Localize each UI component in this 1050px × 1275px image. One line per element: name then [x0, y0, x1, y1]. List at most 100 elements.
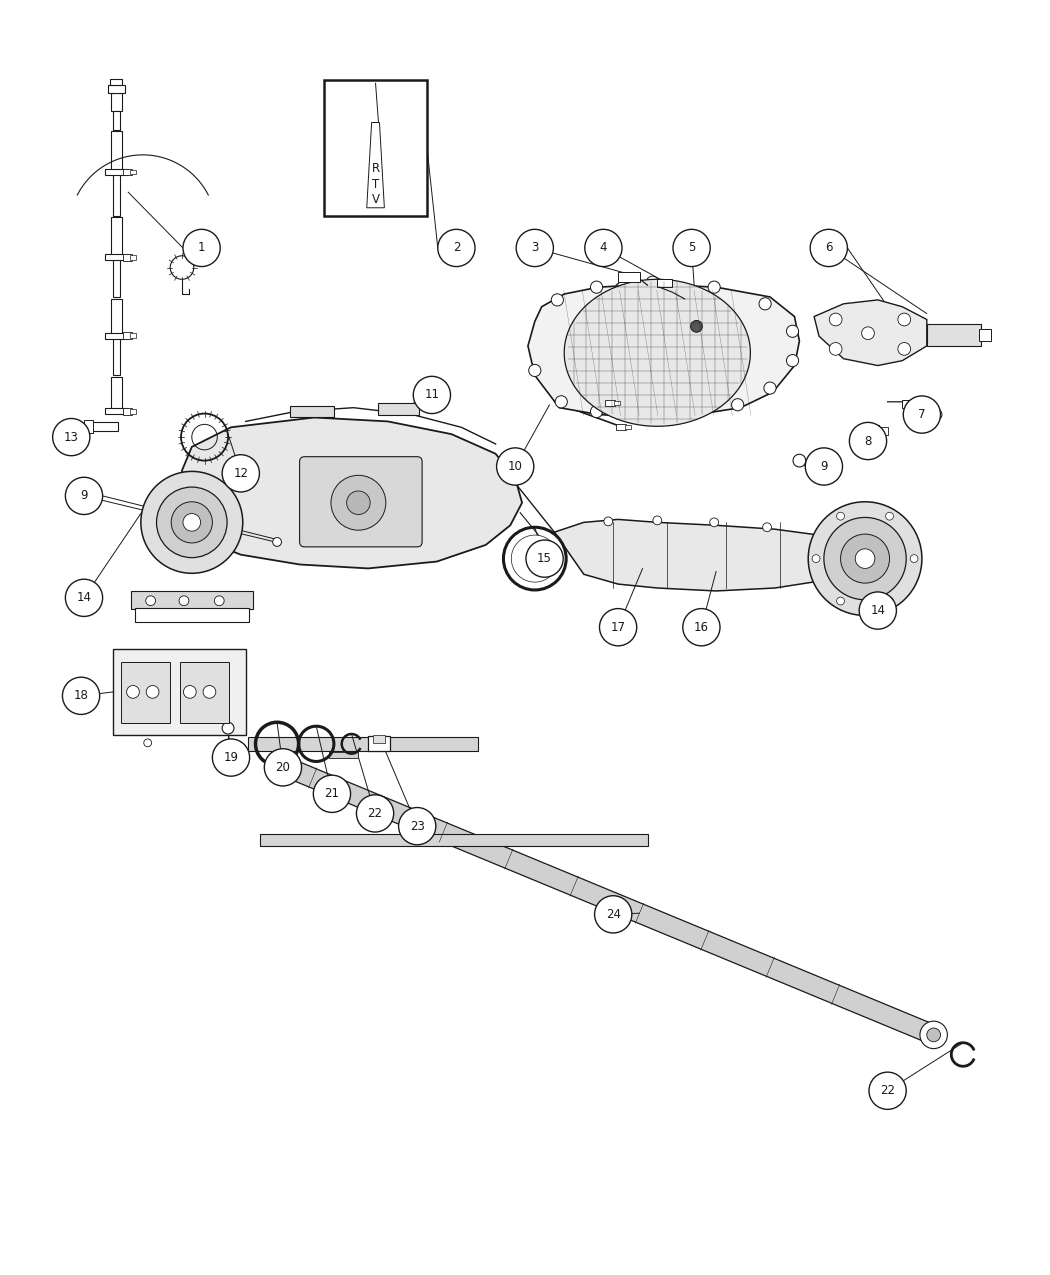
Circle shape: [812, 555, 820, 562]
Text: 5: 5: [688, 241, 695, 255]
Circle shape: [849, 422, 886, 459]
FancyBboxPatch shape: [105, 408, 128, 414]
FancyBboxPatch shape: [113, 338, 120, 375]
FancyBboxPatch shape: [111, 93, 122, 111]
Circle shape: [214, 595, 224, 606]
Circle shape: [223, 722, 234, 734]
Circle shape: [438, 230, 475, 266]
Text: 24: 24: [606, 908, 621, 921]
Text: 13: 13: [64, 431, 79, 444]
Circle shape: [841, 534, 889, 583]
Circle shape: [180, 595, 189, 606]
FancyBboxPatch shape: [260, 834, 648, 845]
Circle shape: [356, 794, 394, 833]
Circle shape: [212, 740, 250, 776]
Text: 17: 17: [611, 621, 626, 634]
Circle shape: [931, 409, 942, 419]
Circle shape: [903, 397, 941, 434]
Text: 9: 9: [820, 460, 827, 473]
FancyBboxPatch shape: [105, 170, 128, 175]
FancyBboxPatch shape: [123, 168, 132, 176]
FancyBboxPatch shape: [657, 279, 672, 287]
Circle shape: [869, 1072, 906, 1109]
Circle shape: [171, 502, 212, 543]
Circle shape: [910, 555, 918, 562]
FancyBboxPatch shape: [378, 403, 419, 414]
FancyBboxPatch shape: [927, 324, 981, 346]
Circle shape: [62, 677, 100, 714]
Circle shape: [653, 516, 662, 525]
FancyBboxPatch shape: [180, 663, 229, 723]
Circle shape: [759, 298, 771, 310]
FancyBboxPatch shape: [861, 426, 879, 437]
Text: 8: 8: [864, 435, 872, 448]
Circle shape: [203, 686, 216, 699]
Polygon shape: [554, 519, 848, 590]
Circle shape: [885, 597, 894, 604]
Polygon shape: [366, 122, 384, 208]
FancyBboxPatch shape: [324, 80, 427, 215]
FancyBboxPatch shape: [121, 663, 170, 723]
Text: 23: 23: [410, 820, 424, 833]
Polygon shape: [814, 300, 927, 366]
FancyBboxPatch shape: [111, 377, 122, 412]
Text: V: V: [372, 194, 379, 207]
Circle shape: [65, 477, 103, 515]
FancyBboxPatch shape: [902, 400, 924, 408]
Circle shape: [856, 548, 875, 569]
FancyBboxPatch shape: [248, 737, 478, 751]
Circle shape: [590, 280, 603, 293]
Text: 18: 18: [74, 690, 88, 703]
Circle shape: [529, 365, 541, 376]
Circle shape: [808, 502, 922, 616]
Circle shape: [764, 382, 776, 394]
Text: 7: 7: [918, 408, 926, 421]
Circle shape: [647, 277, 658, 288]
Circle shape: [127, 686, 140, 699]
Circle shape: [331, 476, 385, 530]
Circle shape: [708, 280, 720, 293]
FancyBboxPatch shape: [130, 255, 135, 260]
Text: 19: 19: [224, 751, 238, 764]
Polygon shape: [276, 755, 938, 1044]
FancyBboxPatch shape: [111, 217, 122, 258]
Text: T: T: [372, 177, 379, 191]
Circle shape: [859, 592, 897, 629]
Circle shape: [399, 807, 436, 845]
Text: 11: 11: [424, 389, 439, 402]
Circle shape: [146, 595, 155, 606]
Circle shape: [526, 541, 563, 578]
Circle shape: [600, 608, 636, 646]
FancyBboxPatch shape: [105, 254, 128, 260]
Circle shape: [786, 354, 799, 367]
FancyBboxPatch shape: [299, 456, 422, 547]
FancyBboxPatch shape: [369, 736, 390, 751]
Text: 22: 22: [880, 1084, 895, 1098]
Circle shape: [414, 376, 450, 413]
Circle shape: [156, 487, 227, 557]
Circle shape: [585, 230, 622, 266]
Circle shape: [183, 230, 220, 266]
Circle shape: [927, 1028, 941, 1042]
FancyBboxPatch shape: [373, 734, 385, 743]
Circle shape: [555, 395, 567, 408]
Circle shape: [811, 230, 847, 266]
Text: 10: 10: [508, 460, 523, 473]
Circle shape: [183, 514, 201, 532]
Circle shape: [920, 1021, 947, 1048]
Text: 20: 20: [275, 761, 291, 774]
FancyBboxPatch shape: [979, 329, 990, 340]
FancyBboxPatch shape: [131, 590, 253, 608]
Text: 22: 22: [368, 807, 382, 820]
Circle shape: [837, 513, 844, 520]
Circle shape: [594, 896, 632, 933]
Circle shape: [786, 325, 799, 338]
FancyBboxPatch shape: [113, 111, 120, 130]
Circle shape: [65, 579, 103, 616]
Circle shape: [497, 448, 533, 484]
Circle shape: [604, 516, 613, 525]
FancyBboxPatch shape: [130, 333, 135, 338]
Circle shape: [146, 686, 159, 699]
Circle shape: [346, 491, 371, 515]
Text: 15: 15: [538, 552, 552, 565]
